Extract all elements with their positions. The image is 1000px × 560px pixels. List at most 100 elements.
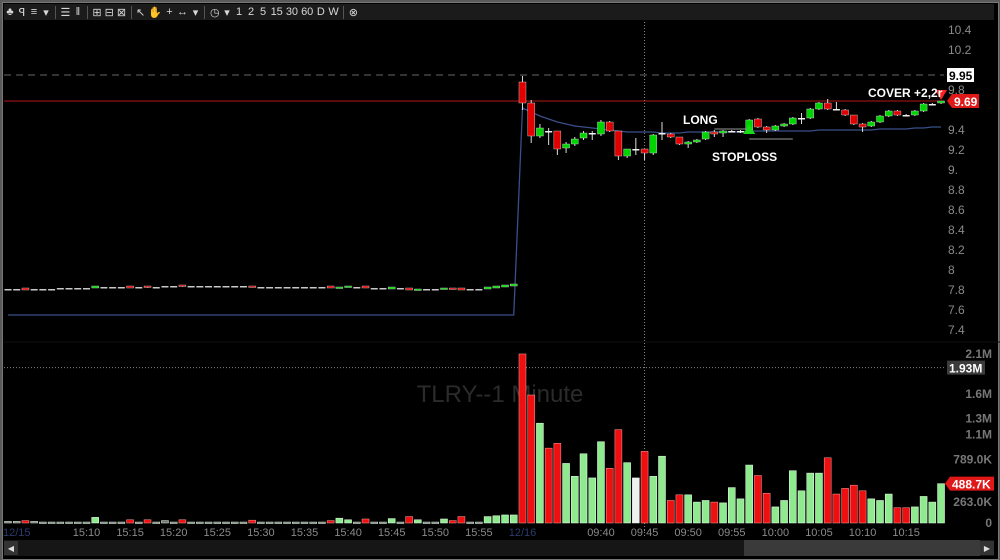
last-volume-label: 488.7K	[945, 476, 994, 492]
volume-bar	[623, 462, 631, 524]
time-tick-label: 10:00	[762, 527, 790, 539]
interval-5[interactable]: 5	[260, 6, 267, 18]
hand-tool-icon[interactable]: ✋	[148, 6, 162, 19]
volume-bar	[56, 521, 65, 524]
volume-bar	[928, 501, 937, 524]
price-tick-label: 7.6	[948, 303, 965, 317]
volume-bar	[754, 475, 762, 524]
candle-up	[91, 285, 99, 289]
chart-type-dropdown-icon[interactable]: ▾	[43, 6, 49, 19]
volume-bar	[21, 520, 30, 524]
horizontal-layout-icon[interactable]: ☰	[60, 6, 71, 19]
scrollbar-thumb[interactable]	[744, 540, 980, 556]
volume-bar	[422, 521, 431, 524]
time-tick-label: 15:25	[204, 527, 232, 539]
volume-bar	[876, 500, 884, 524]
scroll-right-arrow-icon[interactable]: ▶	[980, 541, 994, 555]
settings-icon[interactable]: ⊗	[348, 6, 358, 19]
interval-d[interactable]: D	[316, 6, 325, 18]
scroll-left-arrow-icon[interactable]: ◀	[4, 541, 18, 555]
volume-bar	[867, 498, 876, 524]
candle-up	[789, 117, 797, 125]
candle-up	[684, 141, 692, 145]
candle-down	[326, 285, 335, 289]
volume-bar	[771, 506, 780, 524]
candle-up	[597, 121, 605, 135]
candle-doji	[353, 287, 361, 289]
candle-up	[536, 127, 544, 137]
candle-up	[483, 286, 492, 290]
candle-down	[754, 118, 762, 128]
crosshair-tool-icon[interactable]: +	[166, 6, 173, 18]
candle-up	[701, 131, 710, 140]
volume-bar	[893, 507, 902, 524]
tool-dropdown-icon[interactable]: ▾	[192, 6, 199, 19]
bar-type-icon[interactable]: ≡	[30, 6, 38, 18]
time-tick-label: 15:30	[247, 527, 275, 539]
line-type-icon[interactable]: ꟼ	[18, 6, 26, 19]
volume-bar	[666, 500, 675, 524]
volume-bar	[152, 521, 160, 524]
interval-2[interactable]: 2	[248, 6, 255, 18]
candle-doji	[309, 287, 317, 289]
candle-down	[457, 287, 466, 291]
interval-dropdown-icon[interactable]: ▾	[224, 6, 230, 19]
volume-bar	[204, 521, 213, 524]
measure-tool-icon[interactable]: ↔	[176, 6, 188, 18]
volume-bar	[553, 443, 562, 524]
clock-icon[interactable]: ◷	[209, 6, 220, 19]
interval-15[interactable]: 15	[270, 6, 283, 18]
interval-60[interactable]: 60	[301, 6, 314, 18]
candle-up	[440, 287, 448, 290]
candle-doji	[56, 288, 64, 290]
volume-bar	[100, 521, 108, 524]
volume-bar	[571, 476, 579, 524]
volume-bar	[483, 516, 492, 524]
candle-doji	[4, 289, 12, 291]
volume-tick-label: 1.1M	[965, 427, 992, 441]
price-volume-chart[interactable]: TLRY--1 Minute LONG STOPLOSS COVER +2,2r 1…	[0, 0, 1000, 540]
volume-bar	[902, 507, 910, 524]
candlestick-type-icon[interactable]: ♣	[6, 6, 14, 18]
volume-bar	[74, 521, 82, 524]
candle-doji	[728, 131, 736, 133]
volume-tick-label: 0	[985, 516, 992, 530]
horizontal-scrollbar[interactable]: ◀ ▶	[4, 540, 994, 556]
candle-doji	[902, 115, 910, 117]
volume-bar	[178, 519, 187, 524]
volume-bar	[309, 521, 317, 524]
candle-doji	[832, 109, 840, 111]
volume-bar	[248, 519, 256, 524]
volume-bar	[475, 521, 483, 524]
volume-bar	[832, 493, 841, 524]
moving-average-line	[8, 107, 942, 316]
candle-down	[21, 287, 30, 291]
quad-layout-icon[interactable]: ⊠	[116, 6, 127, 19]
candle-up	[579, 132, 588, 139]
volume-bar	[361, 518, 370, 524]
candle-down	[675, 136, 684, 145]
pointer-tool-icon[interactable]: ↖	[136, 6, 146, 19]
grid-layout-icon[interactable]: ⊞	[92, 6, 102, 19]
interval-30[interactable]: 30	[285, 6, 299, 18]
candle-down	[614, 130, 623, 157]
candle-up	[571, 138, 579, 145]
interval-1[interactable]: 1	[236, 6, 243, 18]
volume-bar	[379, 521, 387, 524]
candle-doji	[65, 288, 73, 290]
interval-w[interactable]: W	[328, 6, 339, 18]
volume-bar	[562, 463, 570, 524]
split-layout-icon[interactable]: ⊟	[104, 6, 114, 19]
candle-up	[693, 139, 701, 143]
vertical-layout-icon[interactable]: ‖	[75, 6, 81, 18]
last-volume-label-text: 488.7K	[952, 478, 991, 492]
candle-down	[527, 102, 535, 137]
volume-bar	[91, 517, 99, 524]
volume-bar	[396, 521, 405, 524]
crosshair-price-label-text: 9.95	[949, 69, 973, 83]
volume-bar	[440, 518, 448, 524]
candle-up	[919, 103, 928, 112]
price-tick-label: 8	[948, 263, 955, 277]
candle-doji	[135, 287, 143, 289]
crosshair-price-label-bg	[947, 68, 974, 82]
